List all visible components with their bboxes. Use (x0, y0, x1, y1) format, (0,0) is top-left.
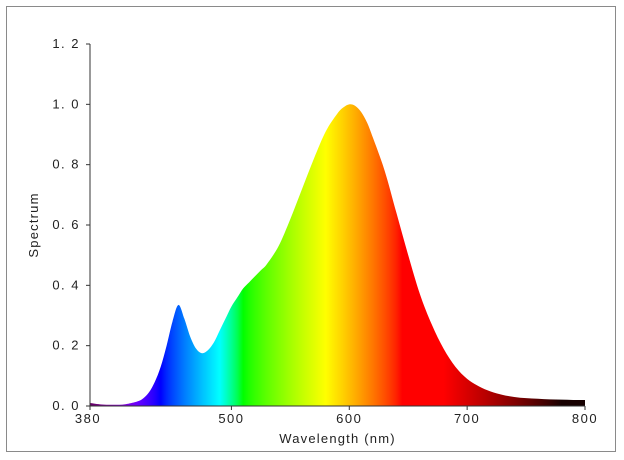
y-tick-label: 0. 0 (52, 398, 80, 413)
x-tick-label: 600 (336, 411, 362, 426)
y-axis-label: Spectrum (26, 192, 41, 257)
y-tick-label: 0. 8 (52, 157, 80, 172)
x-tick-label: 800 (572, 411, 598, 426)
x-tick-label: 700 (454, 411, 480, 426)
x-tick-label: 380 (75, 411, 101, 426)
spectrum-area (90, 104, 585, 406)
x-axis-label: Wavelength (nm) (279, 431, 396, 446)
y-tick-label: 1. 2 (52, 36, 80, 51)
x-tick-label: 500 (218, 411, 244, 426)
y-tick-label: 0. 2 (52, 338, 80, 353)
y-tick-label: 1. 0 (52, 96, 80, 111)
y-tick-label: 0. 6 (52, 217, 80, 232)
y-tick-label: 0. 4 (52, 277, 80, 292)
